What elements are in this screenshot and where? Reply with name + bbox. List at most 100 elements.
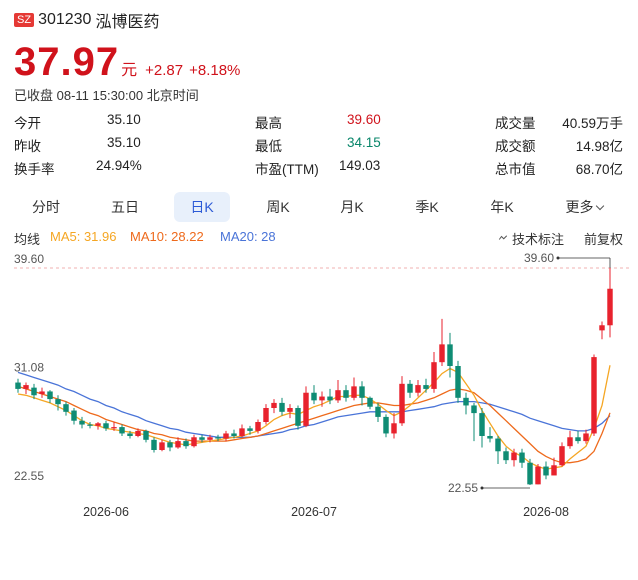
stats-row: 今开 35.10 最高 39.60 成交量 40.59万手 <box>14 112 626 135</box>
candle-body <box>31 387 37 396</box>
candle-down <box>383 414 389 438</box>
tab-more[interactable]: 更多 <box>554 192 614 222</box>
candle-body <box>519 452 525 463</box>
technical-annotation-button[interactable]: 技术标注 <box>498 229 564 247</box>
candle-down <box>543 461 549 480</box>
ma10-line <box>17 385 611 464</box>
tab-daily-k[interactable]: 日K <box>174 192 230 222</box>
candle-body <box>199 437 205 440</box>
candle-body <box>55 399 61 405</box>
price-unit: 元 <box>121 62 138 79</box>
candle-body <box>479 413 485 436</box>
candle-body <box>135 430 141 436</box>
candle-body <box>127 433 133 436</box>
candle-down <box>423 378 429 393</box>
candle-up <box>271 399 277 414</box>
stat-value: 40.59万手 <box>562 116 623 131</box>
candle-up <box>583 429 589 444</box>
candle-body <box>383 416 389 434</box>
candle-down <box>119 424 125 436</box>
candle-body <box>559 446 565 466</box>
candle-down <box>527 458 533 485</box>
candle-body <box>439 344 445 363</box>
candle-up <box>399 376 405 426</box>
stat-label: 最高 <box>255 116 282 131</box>
candle-up <box>39 387 45 398</box>
ma20-line <box>17 371 611 438</box>
candle-body <box>495 438 501 452</box>
tab-yearly-k[interactable]: 年K <box>490 199 514 215</box>
candle-down <box>471 402 477 442</box>
candle-down <box>215 434 221 442</box>
candle-down <box>495 436 501 464</box>
candle-body <box>335 390 341 401</box>
tab-intraday[interactable]: 分时 <box>32 199 60 215</box>
candle-body <box>223 433 229 439</box>
candle-body <box>527 462 533 485</box>
candle-up <box>511 448 517 467</box>
candle-body <box>95 423 101 426</box>
adjust-button[interactable]: 前复权 <box>584 232 624 247</box>
tab-five-day[interactable]: 五日 <box>111 199 139 215</box>
candle-up <box>567 430 573 449</box>
candles <box>15 268 613 485</box>
candle-body <box>351 386 357 398</box>
chevron-down-icon <box>595 201 604 211</box>
candle-body <box>471 405 477 414</box>
candle-up <box>95 422 101 430</box>
candle-down <box>447 332 453 378</box>
candle-down <box>55 395 61 411</box>
candle-down <box>63 401 69 416</box>
candle-body <box>591 357 597 434</box>
candle-body <box>271 402 277 408</box>
candle-body <box>151 439 157 450</box>
candle-down <box>199 434 205 443</box>
candle-down <box>279 397 285 416</box>
candle-body <box>119 427 125 434</box>
candle-body <box>247 428 253 431</box>
tab-quarterly-k[interactable]: 季K <box>415 199 439 215</box>
stat-value-high: 39.60 <box>347 112 381 127</box>
candle-down <box>71 408 77 425</box>
candle-body <box>63 404 69 412</box>
candle-up <box>135 428 141 438</box>
candle-up <box>439 318 445 366</box>
stat-value-low: 34.15 <box>347 135 381 150</box>
candle-body <box>311 392 317 401</box>
candle-down <box>87 422 93 429</box>
tab-weekly-k[interactable]: 周K <box>266 199 290 215</box>
candle-body <box>215 437 221 439</box>
candle-body <box>447 344 453 366</box>
candle-up <box>111 422 117 431</box>
candle-body <box>287 408 293 412</box>
candle-up <box>287 404 293 419</box>
candle-body <box>103 423 109 429</box>
candle-down <box>375 402 381 422</box>
candle-body <box>463 397 469 406</box>
candle-body <box>255 422 261 431</box>
candlestick-chart[interactable]: 39.60 31.08 22.55 2026-06 2026-07 2026-08 39.6… <box>0 250 638 530</box>
candle-body <box>599 325 605 331</box>
ma5-line <box>17 365 611 470</box>
candle-down <box>127 430 133 439</box>
candle-body <box>207 437 213 440</box>
tab-more-label: 更多 <box>565 199 594 215</box>
candle-down <box>503 447 509 464</box>
candle-up <box>23 382 29 394</box>
x-axis-tick-label: 2026-06 <box>83 505 129 519</box>
stat-value: 35.10 <box>107 112 141 127</box>
stat-value: 35.10 <box>107 135 141 150</box>
stat-value: 14.98亿 <box>575 139 623 154</box>
candle-body <box>367 397 373 407</box>
candle-up <box>255 419 261 434</box>
candle-body <box>535 466 541 485</box>
candle-down <box>311 385 317 405</box>
candle-body <box>191 437 197 447</box>
candle-body <box>279 402 285 412</box>
candle-body <box>359 386 365 398</box>
stat-label: 成交额 <box>495 139 536 154</box>
tab-monthly-k[interactable]: 月K <box>340 199 364 215</box>
candle-body <box>375 406 381 417</box>
price-row: 37.97 元 +2.87 +8.18% <box>14 40 246 85</box>
candle-down <box>487 427 493 443</box>
